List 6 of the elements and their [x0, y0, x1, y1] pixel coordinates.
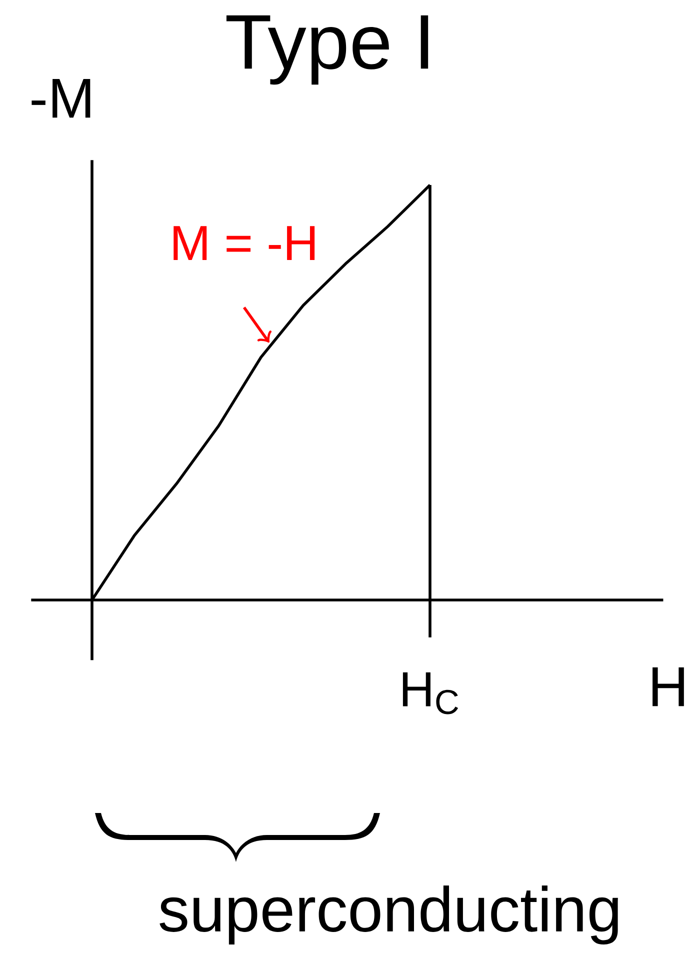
x-axis-title: H — [652, 667, 684, 706]
text: H$_{C}$ — [402, 672, 458, 714]
annotation: M = -H — [174, 226, 315, 260]
chart-title: Type I — [226, 15, 428, 85]
text: superconducting — [160, 885, 618, 944]
y-axis-title: -M — [32, 78, 90, 118]
